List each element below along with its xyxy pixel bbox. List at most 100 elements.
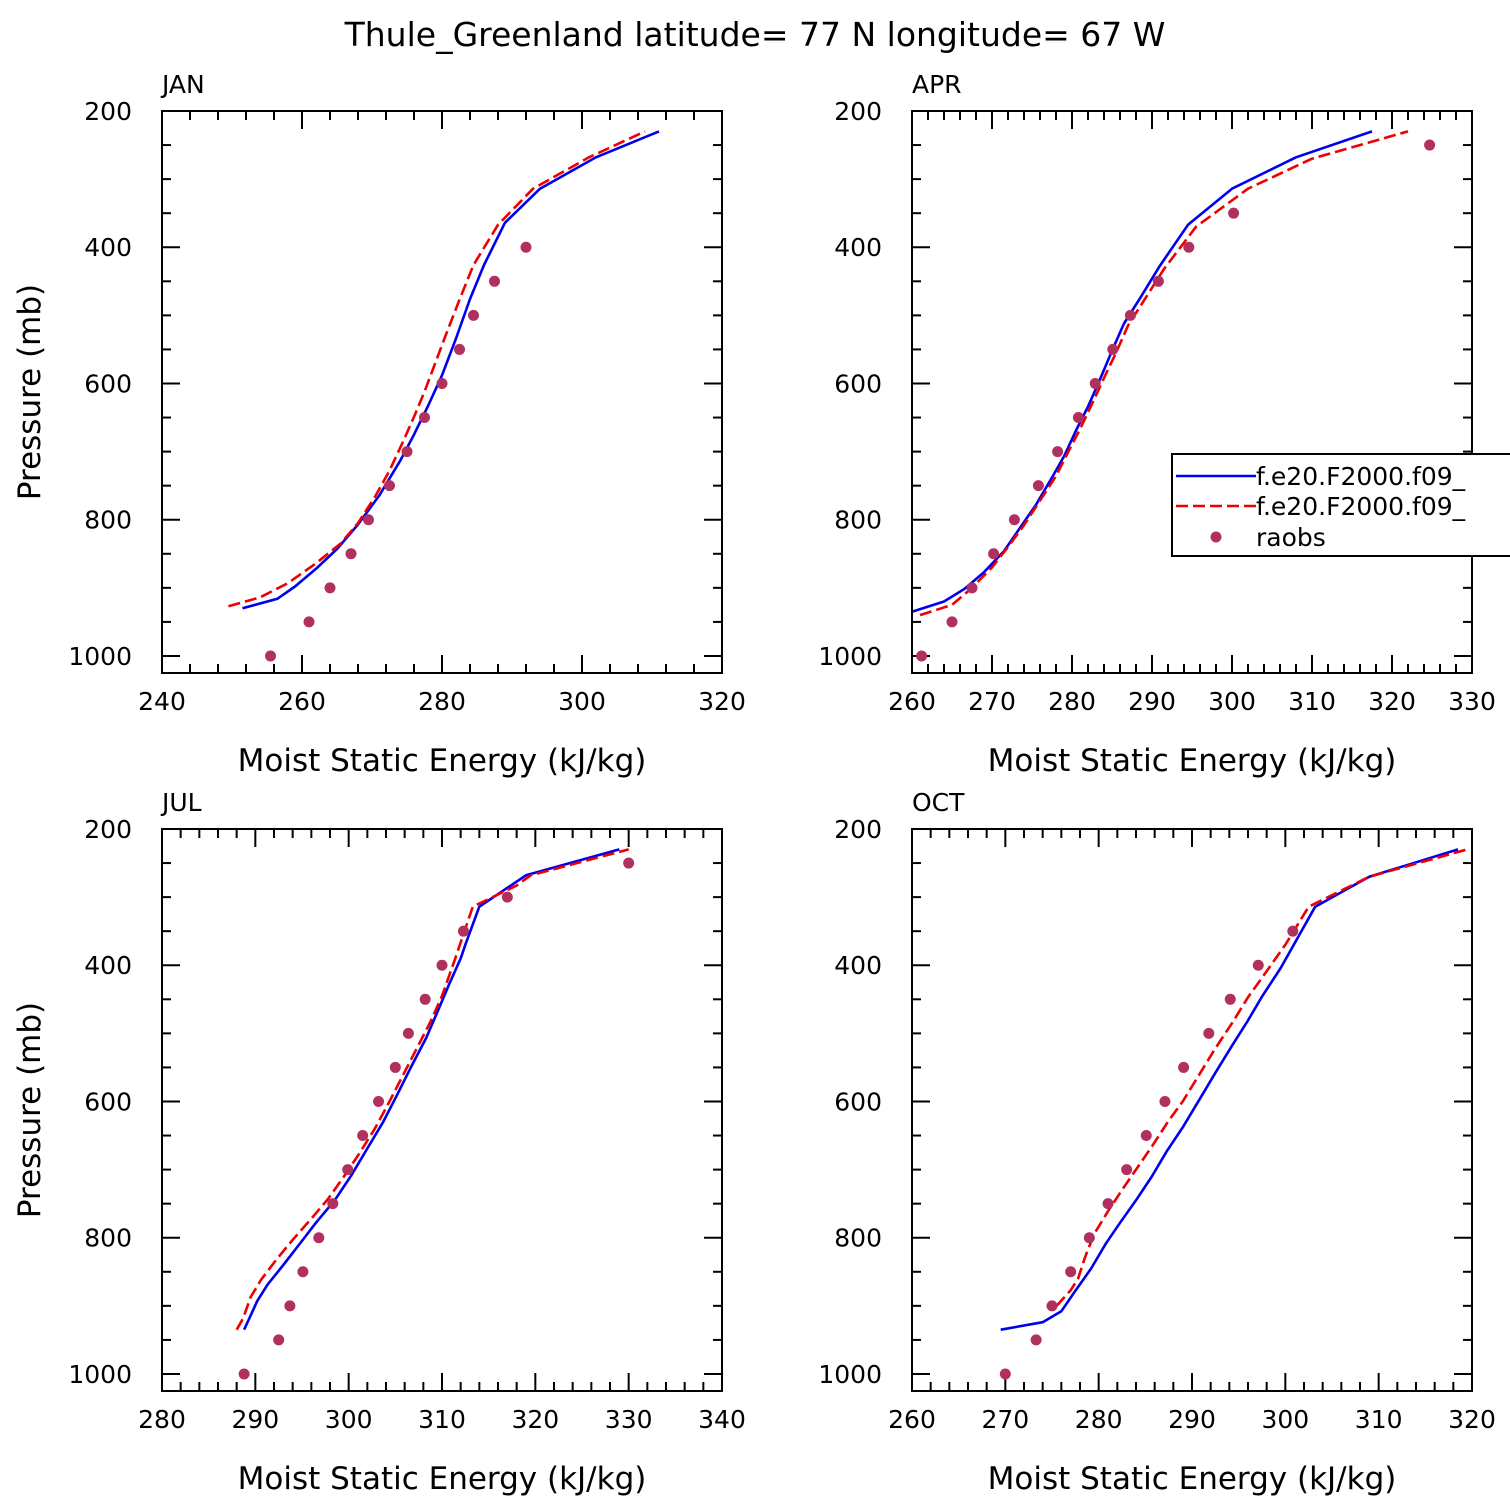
raob-point [303,616,315,628]
legend-label: f.e20.F2000.f09_ [1256,462,1466,491]
raob-point [1032,480,1044,492]
raob-point [357,1130,369,1142]
series-raobs [999,925,1299,1380]
series-model-1-line [242,848,620,1331]
raob-point [1228,207,1240,219]
legend-label: f.e20.F2000.f09_ [1256,492,1466,521]
panel-jan: JAN 240 260 280 300 320 200 400 600 800 1000 Moist … [12,70,746,779]
raob-point [1030,1334,1042,1346]
x-tick-label: 280 [138,1405,186,1434]
x-tick-label: 300 [558,687,606,716]
raob-point [1287,925,1299,937]
y-tick-label: 1000 [68,1360,132,1389]
raob-point [1203,1027,1215,1039]
plot-area [999,848,1468,1380]
x-tick-label: 260 [888,687,936,716]
raob-point [345,548,357,560]
raob-point [436,377,448,389]
raob-point [342,1164,354,1176]
x-tick-label: 310 [418,1405,466,1434]
raob-point [1178,1061,1190,1073]
x-tick-label: 320 [511,1405,559,1434]
y-tick-label: 1000 [818,642,882,671]
x-tick-label: 320 [1368,687,1416,716]
x-tick-label: 260 [888,1405,936,1434]
raob-point [1046,1300,1058,1312]
y-tick-label: 200 [84,815,132,844]
plot-frame [911,828,1473,1392]
legend-swatch-dot [1210,531,1222,543]
raob-point [1140,1130,1152,1142]
plot-frame [161,110,723,674]
y-tick-label: 200 [84,97,132,126]
legend-label: raobs [1256,523,1326,552]
x-tick-label: 310 [1288,687,1336,716]
raob-point [419,412,430,424]
raob-point [454,343,465,355]
raob-point [1424,139,1436,151]
raob-point [373,1095,385,1107]
x-axis-title: Moist Static Energy (kJ/kg) [988,743,1397,779]
raob-point [419,993,431,1005]
x-axis-title: Moist Static Energy (kJ/kg) [988,1461,1397,1497]
x-tick-label: 290 [1168,1405,1216,1434]
panel-apr: APR 260 270 280 290 300 310 320 330 200 400 600 800 1… [818,70,1495,779]
panel-label: JAN [160,70,205,99]
x-axis-title: Moist Static Energy (kJ/kg) [238,743,647,779]
raob-point [402,1027,414,1039]
y-tick-label: 200 [834,97,882,126]
x-tick-label: 330 [1448,687,1496,716]
raob-point [297,1266,309,1278]
raob-point [1152,275,1164,287]
legend: f.e20.F2000.f09_f.e20.F2000.f09_raobs [1171,453,1510,557]
panel-label: APR [912,70,962,99]
y-tick-label: 800 [84,1224,132,1253]
raob-point [389,1061,401,1073]
raob-point [1107,343,1119,355]
series-model-1-line [242,130,660,610]
raob-point [1124,309,1136,321]
raob-point [1102,1198,1114,1210]
raob-point [988,548,1000,560]
raob-point [273,1334,285,1346]
panel-oct: OCT 260 270 280 290 300 310 320 200 400 600 800 1000… [818,788,1495,1497]
x-tick-label: 290 [231,1405,279,1434]
raob-point [284,1300,296,1312]
raob-point [501,891,513,903]
raob-point [457,925,469,937]
panel-label: JUL [160,788,202,817]
raob-point [520,241,532,253]
panels: JAN 240 260 280 300 320 200 400 600 800 1000 Moist … [12,70,1496,1497]
y-tick-label: 600 [834,369,882,398]
x-tick-label: 320 [1448,1405,1496,1434]
y-tick-label: 400 [84,951,132,980]
axis-ticks [911,110,1473,673]
x-tick-label: 270 [968,687,1016,716]
raob-point [324,582,336,594]
raob-point [946,616,958,628]
y-tick-label: 400 [834,951,882,980]
y-tick-label: 600 [84,1087,132,1116]
raob-point [966,582,978,594]
y-tick-label: 600 [84,369,132,398]
y-tick-label: 800 [834,506,882,535]
series-model-1-line [1000,848,1459,1331]
axis-ticks [161,828,723,1391]
x-tick-label: 280 [1048,687,1096,716]
axis-ticks [161,110,723,673]
raob-point [916,650,928,662]
raob-point [489,275,500,287]
y-tick-label: 400 [834,233,882,262]
raob-point [1052,446,1064,458]
y-axis-title: Pressure (mb) [12,284,48,500]
raob-point [363,514,374,526]
raob-point [623,857,635,869]
x-tick-label: 330 [605,1405,653,1434]
x-tick-label: 270 [981,1405,1029,1434]
raob-point [265,650,276,662]
raob-point [999,1368,1011,1380]
raob-point [468,309,479,321]
plot-area [235,848,635,1380]
x-tick-label: 300 [1208,687,1256,716]
